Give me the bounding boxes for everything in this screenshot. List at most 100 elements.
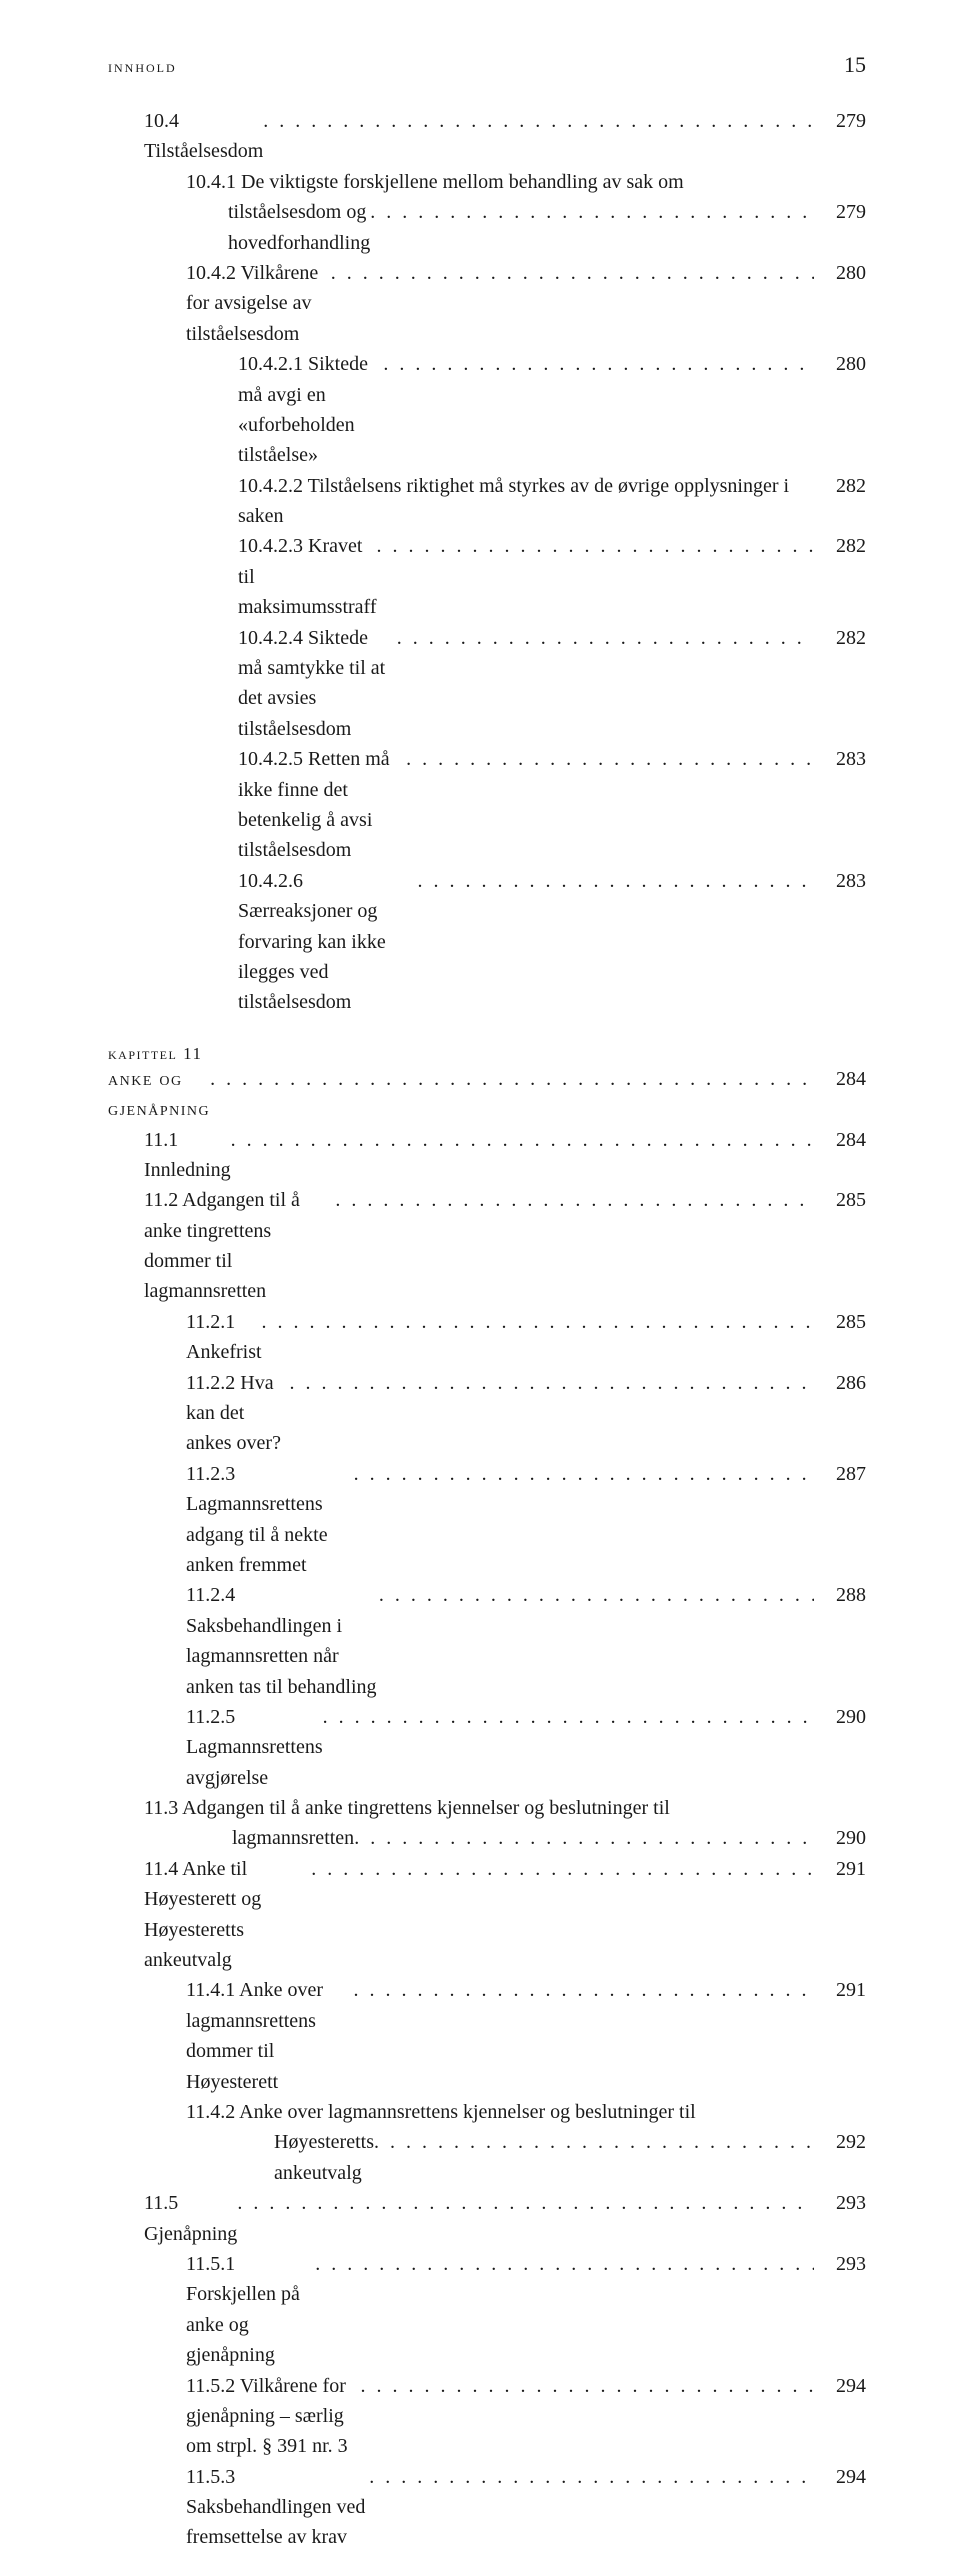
- toc-entry-label: 10.4.2.5 Retten må ikke finne det betenk…: [238, 744, 406, 866]
- toc-entry-label: lagmannsretten: [232, 1823, 354, 1853]
- toc-entry: 10.4.2.4 Siktede må samtykke til at det …: [108, 623, 866, 745]
- leader-dots: [397, 623, 814, 653]
- leader-dots: [354, 1459, 814, 1489]
- toc-entry: 10.4.2 Vilkårene for avsigelse av tilstå…: [108, 258, 866, 349]
- toc-page-number: 291: [814, 1975, 866, 2005]
- leader-dots: [369, 2462, 814, 2492]
- leader-dots: [406, 744, 814, 774]
- toc-entry-label: 11.5.1 Forskjellen på anke og gjenåpning: [186, 2249, 315, 2371]
- section-11-title-row: anke og gjenåpning 284: [108, 1064, 866, 1125]
- toc-entry: 10.4.2.3 Kravet til maksimumsstraff282: [108, 531, 866, 622]
- chapter-11-label: kapittel 11: [108, 1044, 866, 1064]
- toc-entry: 11.2.4 Saksbehandlingen i lagmannsretten…: [108, 1580, 866, 1702]
- toc-entry-label: 10.4.2.1 Siktede må avgi en «uforbeholde…: [238, 349, 383, 471]
- leader-dots: [311, 1854, 814, 1884]
- toc-page-number: 283: [814, 866, 866, 896]
- toc-entry: 11.2.5 Lagmannsrettens avgjørelse 290: [108, 1702, 866, 1793]
- toc-entry: 11.2.3 Lagmannsrettens adgang til å nekt…: [108, 1459, 866, 1581]
- toc-block-10: 10.4 Tilståelsesdom 279 10.4.1 De viktigst…: [108, 106, 866, 1018]
- toc-entry-label: 11.4 Anke til Høyesterett og Høyesterett…: [144, 1854, 311, 1976]
- toc-entry-label: 11.4.1 Anke over lagmannsrettens dommer …: [186, 1975, 353, 2097]
- toc-entry: 10.4 Tilståelsesdom 279: [108, 106, 866, 167]
- toc-block-11: 11.1 Innledning 284 11.2 Adgangen til å an…: [108, 1125, 866, 2556]
- leader-dots: [374, 2127, 814, 2157]
- toc-entry-label: 11.2.5 Lagmannsrettens avgjørelse: [186, 1702, 323, 1793]
- toc-entry-label: 10.4.2.4 Siktede må samtykke til at det …: [238, 623, 397, 745]
- toc-page-number: 292: [814, 2127, 866, 2157]
- toc-entry: 10.4.1 De viktigste forskjellene mellom …: [108, 167, 866, 258]
- toc-entry: 11.3 Adgangen til å anke tingrettens kje…: [108, 1793, 866, 1854]
- toc-entry-label: tilståelsesdom og hovedforhandling: [228, 197, 370, 258]
- toc-entry: 11.5.1 Forskjellen på anke og gjenåpning…: [108, 2249, 866, 2371]
- toc-page-number: 279: [814, 197, 866, 227]
- toc-entry: 10.4.2.6 Særreaksjoner og forvaring kan …: [108, 866, 866, 1018]
- toc-page-number: 284: [814, 1064, 866, 1094]
- leader-dots: [383, 349, 814, 379]
- toc-entry-label: 10.4.1 De viktigste forskjellene mellom …: [186, 167, 684, 197]
- toc-entry-label: 10.4.2 Vilkårene for avsigelse av tilstå…: [186, 258, 331, 349]
- section-11-title: anke og gjenåpning: [108, 1064, 210, 1125]
- toc-page-number: 282: [814, 623, 866, 653]
- toc-page-number: 294: [814, 2462, 866, 2492]
- toc-entry-label: 11.3 Adgangen til å anke tingrettens kje…: [144, 1793, 670, 1823]
- leader-dots: [323, 1702, 814, 1732]
- toc-entry-label: 10.4.2.2 Tilståelsens riktighet må styrk…: [238, 471, 814, 532]
- leader-dots: [353, 1975, 814, 2005]
- toc-page-number: 285: [814, 1307, 866, 1337]
- toc-entry-label: 10.4.2.6 Særreaksjoner og forvaring kan …: [238, 866, 418, 1018]
- toc-entry: 10.4.2.2 Tilståelsens riktighet må styrk…: [108, 471, 866, 532]
- toc-entry-label: 11.5 Gjenåpning: [144, 2188, 237, 2249]
- toc-page-number: 290: [814, 1702, 866, 1732]
- toc-page-number: 282: [814, 471, 866, 501]
- toc-entry-label: 11.2.4 Saksbehandlingen i lagmannsretten…: [186, 1580, 379, 1702]
- toc-entry: 11.2.1 Ankefrist 285: [108, 1307, 866, 1368]
- leader-dots: [370, 197, 814, 227]
- leader-dots: [335, 1185, 814, 1215]
- toc-entry: 11.2 Adgangen til å anke tingrettens dom…: [108, 1185, 866, 1307]
- toc-entry: 10.4.2.5 Retten må ikke finne det betenk…: [108, 744, 866, 866]
- leader-dots: [262, 1307, 814, 1337]
- toc-entry-label: 11.5.2 Vilkårene for gjenåpning – særlig…: [186, 2371, 360, 2462]
- toc-entry-label: 11.2 Adgangen til å anke tingrettens dom…: [144, 1185, 335, 1307]
- leader-dots: [237, 2188, 814, 2218]
- toc-page-number: 283: [814, 744, 866, 774]
- toc-page-number: 288: [814, 1580, 866, 1610]
- toc-page: innhold 15 10.4 Tilståelsesdom 279 10.4.1 …: [0, 0, 960, 1278]
- leader-dots: [263, 106, 814, 136]
- toc-entry-label: 11.1 Innledning: [144, 1125, 231, 1186]
- leader-dots: [354, 1823, 814, 1853]
- toc-page-number: 280: [814, 258, 866, 288]
- toc-entry-label: Høyesteretts ankeutvalg: [274, 2127, 374, 2188]
- leader-dots: [379, 1580, 814, 1610]
- leader-dots: [210, 1064, 814, 1094]
- leader-dots: [231, 1125, 814, 1155]
- toc-entry: 11.5.3 Saksbehandlingen ved fremsettelse…: [108, 2462, 866, 2556]
- leader-dots: [331, 258, 814, 288]
- toc-entry-label: 10.4.2.3 Kravet til maksimumsstraff: [238, 531, 377, 622]
- toc-entry: 11.2.2 Hva kan det ankes over?286: [108, 1368, 866, 1459]
- toc-page-number: 287: [814, 1459, 866, 1489]
- toc-entry: 11.5.2 Vilkårene for gjenåpning – særlig…: [108, 2371, 866, 2462]
- page-header: innhold 15: [108, 52, 866, 78]
- toc-page-number: 291: [814, 1854, 866, 1884]
- header-page-number: 15: [844, 52, 866, 78]
- toc-entry: 11.4 Anke til Høyesterett og Høyesterett…: [108, 1854, 866, 1976]
- header-title: innhold: [108, 57, 177, 77]
- toc-page-number: 279: [814, 106, 866, 136]
- leader-dots: [377, 531, 815, 561]
- toc-page-number: 280: [814, 349, 866, 379]
- toc-page-number: 285: [814, 1185, 866, 1215]
- toc-entry-label: 10.4 Tilståelsesdom: [144, 106, 263, 167]
- toc-entry: 11.4.1 Anke over lagmannsrettens dommer …: [108, 1975, 866, 2097]
- toc-entry: 11.1 Innledning 284: [108, 1125, 866, 1186]
- toc-entry-label: 11.2.3 Lagmannsrettens adgang til å nekt…: [186, 1459, 354, 1581]
- toc-entry: 11.4.2 Anke over lagmannsrettens kjennel…: [108, 2097, 866, 2188]
- toc-page-number: 293: [814, 2188, 866, 2218]
- toc-entry-label: 11.4.2 Anke over lagmannsrettens kjennel…: [186, 2097, 696, 2127]
- leader-dots: [418, 866, 814, 896]
- toc-page-number: 284: [814, 1125, 866, 1155]
- toc-page-number: 286: [814, 1368, 866, 1398]
- toc-entry-label: 11.5.3 Saksbehandlingen ved fremsettelse…: [186, 2462, 369, 2556]
- toc-entry-label: 11.2.1 Ankefrist: [186, 1307, 262, 1368]
- toc-page-number: 293: [814, 2249, 866, 2279]
